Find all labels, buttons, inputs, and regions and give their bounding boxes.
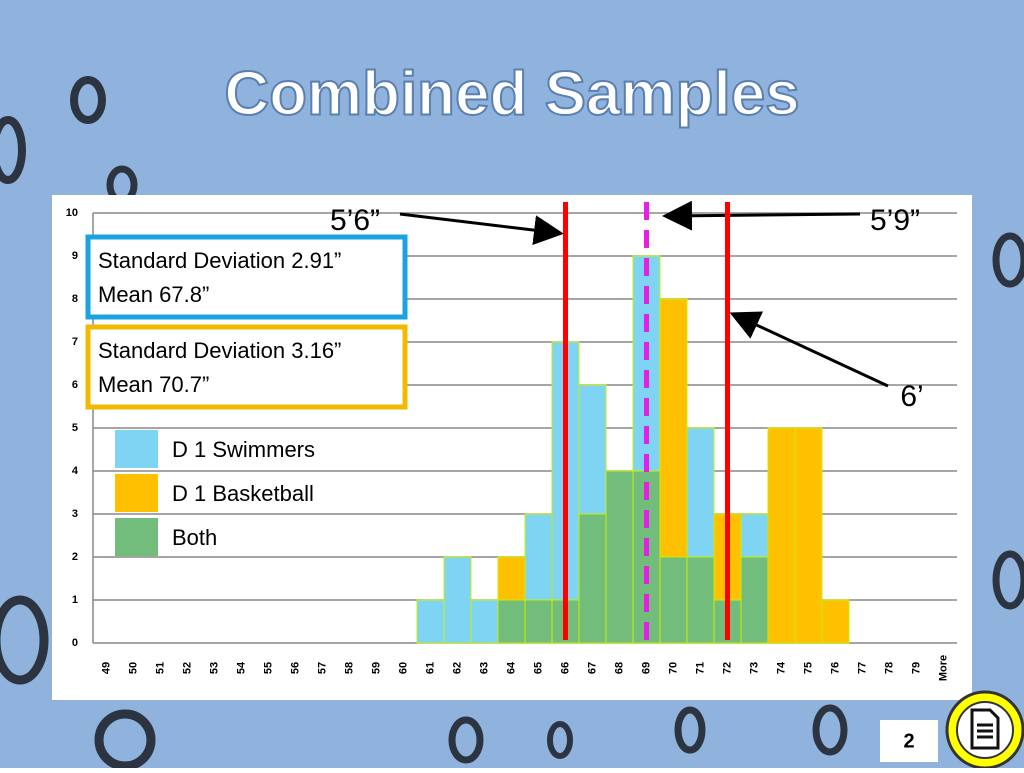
x-tick-label: 76	[829, 662, 841, 674]
bar	[605, 470, 634, 644]
arrow	[662, 200, 861, 231]
bar	[416, 599, 445, 644]
y-tick-label: 9	[72, 250, 78, 262]
x-tick-label: 49	[100, 662, 112, 674]
y-tick-label: 0	[72, 637, 78, 649]
legend-swatch	[115, 430, 158, 468]
bar	[470, 599, 499, 644]
y-tick-label: 6	[72, 379, 78, 391]
x-tick-label: 63	[478, 662, 490, 674]
y-tick-label: 8	[72, 293, 78, 305]
x-tick-label: 71	[694, 662, 706, 674]
x-tick-label: 73	[748, 662, 760, 674]
bar	[443, 556, 472, 644]
x-tick-label: 53	[208, 662, 220, 674]
bar	[794, 427, 823, 644]
x-tick-label: 68	[613, 662, 625, 674]
bar	[740, 556, 769, 644]
stat-box	[85, 234, 408, 320]
slide-title: Combined Samples	[224, 59, 799, 128]
x-tick-label: 67	[586, 662, 598, 674]
x-tick-label: 70	[667, 662, 679, 674]
x-tick-label: 51	[154, 662, 166, 674]
reference-label: 5’6”	[330, 204, 380, 237]
x-tick-label: 52	[181, 662, 193, 674]
x-tick-label: 64	[505, 661, 517, 674]
reference-label: 6’	[900, 380, 923, 413]
y-tick-label: 1	[72, 594, 78, 606]
bar	[524, 599, 553, 644]
stat-text: Standard Deviation 3.16”	[98, 338, 341, 363]
x-tick-label: 50	[127, 662, 139, 674]
bar	[767, 427, 796, 644]
x-tick-label: 59	[370, 662, 382, 674]
page-number: 2	[903, 730, 914, 752]
x-tick-label: 74	[775, 661, 787, 674]
arrow	[399, 212, 564, 246]
x-tick-label: 62	[451, 662, 463, 674]
legend-swatch	[115, 518, 158, 556]
x-tick-label: More	[937, 655, 949, 681]
y-tick-label: 4	[72, 465, 79, 477]
x-tick-label: 79	[910, 662, 922, 674]
x-tick-label: 72	[721, 662, 733, 674]
x-tick-label: 54	[235, 661, 247, 674]
reference-label: 5’9”	[870, 204, 920, 237]
x-tick-label: 57	[316, 662, 328, 674]
stat-text: Mean 67.8”	[98, 282, 209, 307]
x-tick-label: 60	[397, 662, 409, 674]
x-tick-label: 55	[262, 662, 274, 674]
bar	[497, 599, 526, 644]
legend-swatch	[115, 474, 158, 512]
x-tick-label: 65	[532, 662, 544, 674]
y-tick-label: 3	[72, 508, 78, 520]
x-tick-label: 58	[343, 662, 355, 674]
stat-text: Mean 70.7”	[98, 372, 209, 397]
y-tick-label: 5	[72, 422, 78, 434]
bar	[659, 556, 688, 644]
x-tick-label: 77	[856, 662, 868, 674]
page-number-box	[880, 720, 938, 762]
y-tick-label: 2	[72, 551, 78, 563]
legend-label: D 1 Basketball	[172, 481, 314, 506]
legend-label: D 1 Swimmers	[172, 437, 315, 462]
bar	[578, 513, 607, 644]
x-tick-label: 75	[802, 662, 814, 674]
x-tick-label: 78	[883, 662, 895, 674]
x-tick-label: 69	[640, 662, 652, 674]
stat-text: Standard Deviation 2.91”	[98, 248, 341, 273]
x-tick-label: 66	[559, 662, 571, 674]
document-icon	[970, 708, 1000, 750]
x-tick-label: 61	[424, 662, 436, 674]
arrow	[729, 311, 889, 388]
bar	[821, 599, 850, 644]
legend-label: Both	[172, 525, 217, 550]
y-tick-label: 7	[72, 336, 78, 348]
stat-box	[85, 324, 408, 410]
bar	[686, 556, 715, 644]
y-tick-label: 10	[66, 207, 78, 219]
x-tick-label: 56	[289, 662, 301, 674]
